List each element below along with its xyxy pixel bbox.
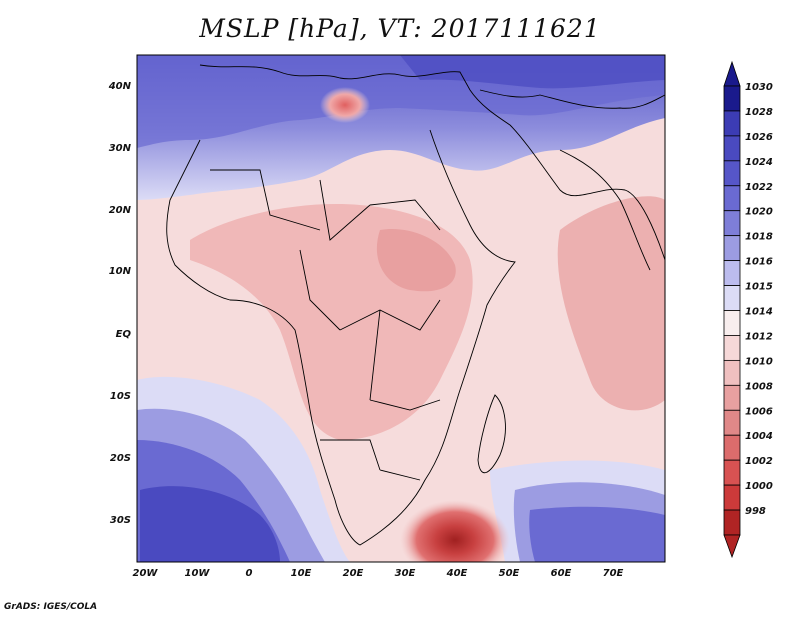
lat-label: 10S: [110, 391, 131, 402]
colorbar-label: 1028: [745, 107, 773, 118]
lon-label: 20E: [343, 568, 364, 579]
colorbar-swatch: [723, 210, 741, 237]
lon-label: 30E: [395, 568, 416, 579]
colorbar-swatch: [723, 160, 741, 187]
colorbar-label: 1022: [745, 182, 773, 193]
lon-axis: 20W 10W 0 10E 20E 30E 40E 50E 60E 70E: [133, 568, 624, 579]
colorbar-top-arrow: [723, 60, 741, 87]
colorbar-label: 998: [745, 506, 766, 517]
colorbar-swatch: [723, 310, 741, 336]
lat-label: 30S: [110, 515, 131, 526]
colorbar-swatch: [723, 459, 741, 486]
lat-label: EQ: [116, 329, 132, 340]
colorbar-label: 1030: [745, 82, 773, 93]
colorbar-label: 1026: [745, 132, 773, 143]
colorbar-swatch: [723, 260, 741, 286]
lat-axis: 40N 30N 20N 10N EQ 10S 20S 30S: [108, 81, 132, 526]
colorbar-swatch: [723, 185, 741, 212]
colorbar-label: 1004: [745, 431, 773, 442]
mediterranean-low: [320, 87, 370, 123]
colorbar-swatch: [723, 335, 741, 361]
colorbar: 1030 1028 1026 1024 1022 1020 1018 1016 1015 1014…: [723, 60, 773, 559]
colorbar-label: 1008: [745, 381, 773, 392]
colorbar-swatch: [723, 85, 741, 112]
colorbar-label: 1024: [745, 157, 773, 168]
colorbar-swatch: [723, 359, 741, 386]
lat-label: 20S: [110, 453, 131, 464]
colorbar-label: 1018: [745, 232, 773, 243]
colorbar-label: 1010: [745, 356, 773, 367]
colorbar-label: 1000: [745, 481, 773, 492]
sudan-low: [376, 229, 456, 292]
colorbar-swatch: [723, 384, 741, 411]
lat-label: 20N: [109, 205, 132, 216]
grads-credit: GrADS: IGES/COLA: [4, 602, 98, 612]
lon-label: 10W: [185, 568, 211, 579]
lon-label: 50E: [499, 568, 520, 579]
lon-label: 20W: [133, 568, 159, 579]
lat-label: 10N: [109, 266, 132, 277]
colorbar-label: 1014: [745, 307, 773, 318]
colorbar-bottom-arrow: [723, 534, 741, 559]
colorbar-swatch: [723, 434, 741, 461]
colorbar-label: 1020: [745, 207, 773, 218]
colorbar-swatch: [723, 509, 741, 536]
colorbar-label: 1006: [745, 406, 773, 417]
colorbar-swatch: [723, 135, 741, 162]
lon-label: 60E: [551, 568, 572, 579]
north-high-max: [400, 55, 665, 89]
lon-label: 40E: [446, 568, 468, 579]
colorbar-swatch: [723, 110, 741, 137]
colorbar-label: 1015: [745, 282, 773, 293]
south-ind-1022: [529, 506, 665, 562]
south-atl-1026: [140, 486, 280, 562]
south-cyclone: [400, 500, 510, 562]
map-frame: [136, 54, 666, 563]
colorbar-label: 1002: [745, 456, 773, 467]
lon-label: 10E: [291, 568, 312, 579]
colorbar-label: 1016: [745, 257, 773, 268]
lat-label: 40N: [108, 81, 132, 92]
pressure-field: [137, 55, 665, 562]
colorbar-swatch: [723, 409, 741, 436]
lon-label: 0: [246, 568, 253, 579]
colorbar-swatch: [723, 484, 741, 511]
map-title: MSLP [hPa], VT: 2017111621: [199, 14, 601, 43]
indian-ocean-low: [557, 196, 665, 411]
coastlines: [166, 64, 665, 546]
lon-label: 70E: [603, 568, 624, 579]
lat-label: 30N: [109, 143, 132, 154]
colorbar-label: 1012: [745, 331, 773, 342]
colorbar-swatch: [723, 285, 741, 311]
colorbar-swatch: [723, 235, 741, 262]
